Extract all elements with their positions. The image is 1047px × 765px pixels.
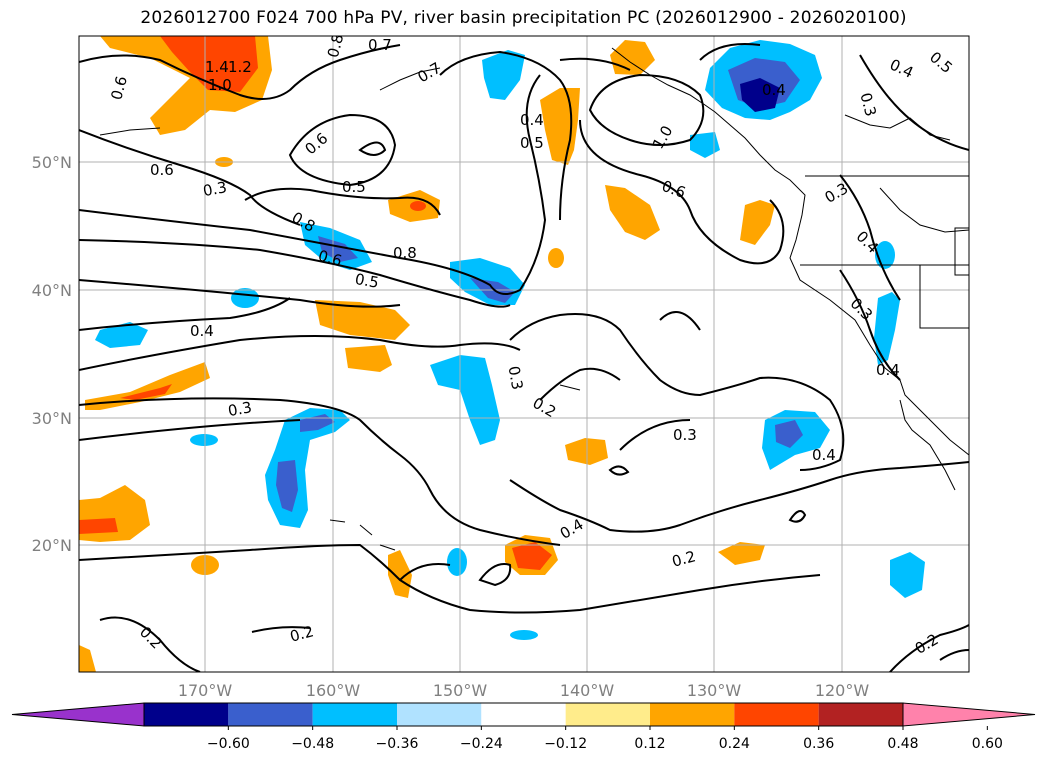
colorbar-tick-label: 0.48 <box>887 736 918 752</box>
shade-positive <box>548 248 564 268</box>
lon-label: 130°W <box>687 681 742 700</box>
shade-positive <box>388 550 412 598</box>
shade-negative <box>740 78 780 112</box>
pv-contours <box>79 43 969 672</box>
coastlines <box>99 47 969 551</box>
shade-negative <box>190 434 218 446</box>
colorbar-tick-label: −0.48 <box>291 736 334 752</box>
contour-label: 0.7 <box>368 36 392 54</box>
shade-negative <box>231 288 259 308</box>
lon-label: 170°W <box>178 681 233 700</box>
precip-pc-shading <box>79 36 925 672</box>
contour-label: 0.6 <box>316 247 344 271</box>
lat-axis: 50°N 40°N 30°N 20°N <box>32 153 72 555</box>
contour-label: 0.4 <box>762 81 786 99</box>
shade-negative <box>482 50 525 100</box>
map-title: 2026012700 F024 700 hPa PV, river basin … <box>140 8 907 28</box>
shade-negative <box>276 460 298 512</box>
shade-negative <box>510 630 538 640</box>
lon-label: 150°W <box>433 681 488 700</box>
contour-label: 0.3 <box>856 91 880 119</box>
colorbar-segment <box>144 703 229 726</box>
colorbar-extend-min <box>11 702 145 727</box>
shade-positive <box>605 185 660 240</box>
shade-positive <box>315 300 410 340</box>
contour-label: 1.4 <box>205 58 229 76</box>
colorbar-tick-label: 0.12 <box>634 736 665 752</box>
contour-label: 0.3 <box>673 426 697 444</box>
colorbar-segment <box>481 703 566 726</box>
colorbar-tick-label: 0.24 <box>719 736 750 752</box>
contour-label: 0.8 <box>324 32 348 60</box>
shade-negative <box>890 552 925 598</box>
colorbar-tick-label: 0.36 <box>803 736 834 752</box>
colorbar-extend-max <box>902 702 1036 727</box>
contour-label: 0.8 <box>393 244 417 262</box>
shade-positive <box>345 345 392 372</box>
contour-label: 0.6 <box>107 74 131 102</box>
contour-label: 0.3 <box>202 178 229 200</box>
colorbar-tick-label: −0.12 <box>544 736 587 752</box>
contour-label: 0.2 <box>670 547 698 571</box>
shade-positive <box>120 384 172 400</box>
lon-axis: 170°W 160°W 150°W 140°W 130°W 120°W <box>178 681 870 700</box>
shade-positive <box>85 362 210 410</box>
colorbar: −0.60 −0.48 −0.36 −0.24 −0.12 0.12 0.24 0.36 0.4… <box>11 702 1036 752</box>
shade-negative <box>690 132 720 158</box>
shade-positive <box>79 645 96 672</box>
colorbar-tick-label: −0.60 <box>207 736 250 752</box>
map-border <box>78 35 970 673</box>
shade-positive <box>160 36 258 92</box>
contour-label: 0.3 <box>227 398 254 420</box>
map-frame <box>79 36 969 672</box>
lat-label: 40°N <box>32 281 72 300</box>
lat-label: 50°N <box>32 153 72 172</box>
colorbar-outline <box>143 702 904 727</box>
contour-label: 1.2 <box>228 58 252 76</box>
shade-negative <box>95 322 148 348</box>
lat-label: 30°N <box>32 409 72 428</box>
contour-label: 0.5 <box>342 178 366 196</box>
lon-label: 160°W <box>306 681 361 700</box>
contour-label: 0.6 <box>150 161 174 179</box>
map-content: 1.4 1.2 1.0 0.6 0.7 0.8 0.6 0.5 0.4 0.5 … <box>79 32 969 672</box>
colorbar-tick-label: 0.60 <box>972 736 1003 752</box>
contour-label: 0.3 <box>505 365 527 392</box>
colorbar-tick-label: −0.36 <box>376 736 419 752</box>
contour-label: 0.5 <box>354 270 381 292</box>
contour-label: 0.4 <box>520 111 544 129</box>
contour-label: 0.4 <box>190 322 214 340</box>
shade-positive <box>79 518 118 534</box>
colorbar-tick-label: −0.24 <box>460 736 503 752</box>
contour-label: 0.5 <box>520 134 544 152</box>
colorbar-segment <box>650 703 735 726</box>
shade-positive <box>410 201 426 211</box>
shade-positive <box>718 542 765 565</box>
contour-label: 0.4 <box>876 361 900 379</box>
colorbar-segment <box>397 703 482 726</box>
lat-label: 20°N <box>32 536 72 555</box>
colorbar-segment <box>312 703 397 726</box>
contour-labels: 1.4 1.2 1.0 0.6 0.7 0.8 0.6 0.5 0.4 0.5 … <box>107 32 956 658</box>
colorbar-segment <box>565 703 650 726</box>
gridlines <box>79 36 969 672</box>
contour-label: 1.0 <box>208 76 232 94</box>
shade-negative <box>775 420 803 448</box>
contour-label: 0.2 <box>288 622 316 646</box>
colorbar-segment <box>228 703 313 726</box>
shade-positive <box>512 542 552 570</box>
shade-positive <box>740 200 775 245</box>
colorbar-segment <box>818 703 903 726</box>
colorbar-segment <box>734 703 819 726</box>
lon-label: 120°W <box>815 681 870 700</box>
shade-negative <box>318 236 358 262</box>
lon-label: 140°W <box>560 681 615 700</box>
shade-negative <box>430 355 500 445</box>
shade-negative <box>874 292 900 365</box>
shade-negative <box>447 548 467 576</box>
contour-label: 0.4 <box>812 446 836 464</box>
